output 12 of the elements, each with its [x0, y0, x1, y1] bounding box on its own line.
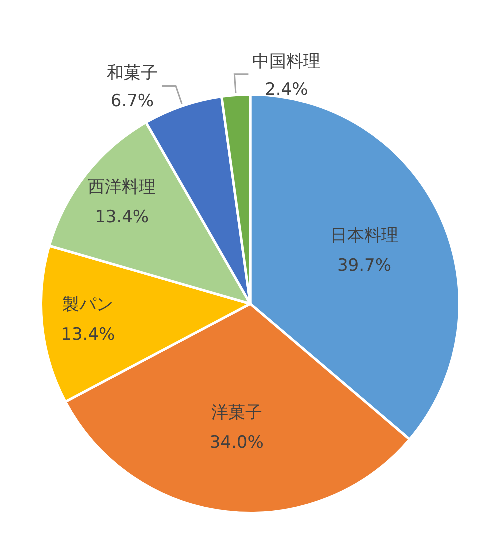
slice-label: 日本料理 — [330, 226, 398, 246]
slice-label: 洋菓子 — [211, 403, 262, 424]
slice-label: 中国料理 — [252, 52, 321, 72]
data-label: 13.4% — [95, 208, 150, 228]
data-label: 2.4% — [265, 80, 308, 100]
slice-label: 製パン — [62, 295, 114, 316]
data-label: 39.7% — [337, 256, 392, 276]
data-label: 6.7% — [110, 92, 154, 112]
slice-label: 和菓子 — [106, 64, 158, 84]
slice-label: 西洋料理 — [88, 178, 156, 198]
data-label: 13.4% — [61, 325, 116, 346]
data-label: 34.0% — [210, 433, 264, 454]
